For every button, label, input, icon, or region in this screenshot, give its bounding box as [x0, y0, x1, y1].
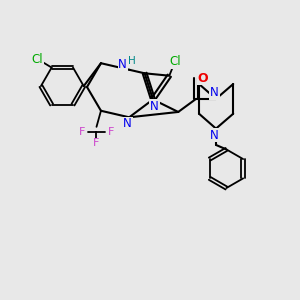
Text: Cl: Cl [169, 55, 181, 68]
Text: F: F [79, 127, 86, 137]
Text: N: N [118, 58, 127, 71]
Text: N: N [210, 86, 219, 99]
Text: N: N [123, 117, 132, 130]
Text: O: O [197, 72, 208, 85]
Text: F: F [93, 139, 100, 148]
Text: H: H [128, 56, 136, 66]
Text: N: N [210, 129, 219, 142]
Text: N: N [150, 100, 159, 112]
Text: F: F [108, 127, 114, 137]
Text: Cl: Cl [32, 53, 43, 66]
